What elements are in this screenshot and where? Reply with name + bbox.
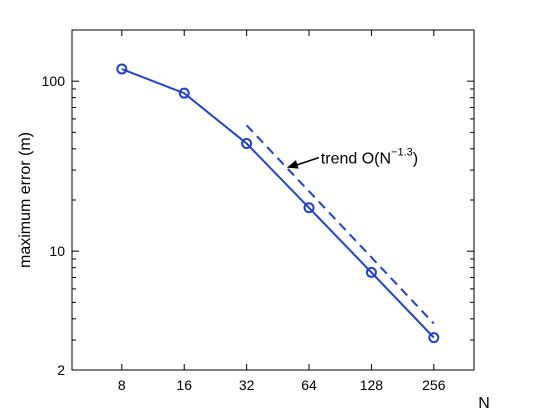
annotation-arrow-line — [294, 156, 320, 167]
y-tick-label: 2 — [57, 362, 65, 378]
annotation-superscript: −1.3 — [391, 147, 413, 159]
trend-line — [245, 124, 435, 325]
data-point — [303, 202, 315, 214]
y-tick-label: 10 — [49, 243, 65, 259]
y-axis-title: maximum error (m) — [17, 132, 34, 268]
data-line — [121, 68, 435, 339]
trend-annotation: trend O(N−1.3) — [286, 147, 418, 169]
x-tick-label: 32 — [239, 377, 255, 393]
data-point — [116, 63, 128, 75]
series-layer — [116, 63, 440, 344]
annotation-main: trend O(N — [321, 151, 391, 168]
plot-frame — [71, 29, 475, 371]
tick-labels: 8 16 32 64 128 256 2 10 100 — [42, 73, 446, 393]
data-point — [178, 87, 190, 99]
data-point — [365, 266, 377, 278]
annotation-arrow-head — [286, 160, 299, 169]
y-tick-label: 100 — [42, 73, 66, 89]
annotation-suffix: ) — [413, 151, 418, 168]
x-tick-label: 256 — [422, 377, 446, 393]
x-axis-title: N — [478, 395, 490, 412]
tick-marks — [72, 30, 474, 371]
data-point — [241, 137, 253, 149]
x-tick-label: 64 — [301, 377, 317, 393]
x-tick-label: 16 — [176, 377, 192, 393]
x-tick-label: 128 — [360, 377, 384, 393]
data-point — [428, 332, 440, 344]
x-tick-label: 8 — [118, 377, 126, 393]
annotation-text: trend O(N−1.3) — [321, 147, 418, 168]
